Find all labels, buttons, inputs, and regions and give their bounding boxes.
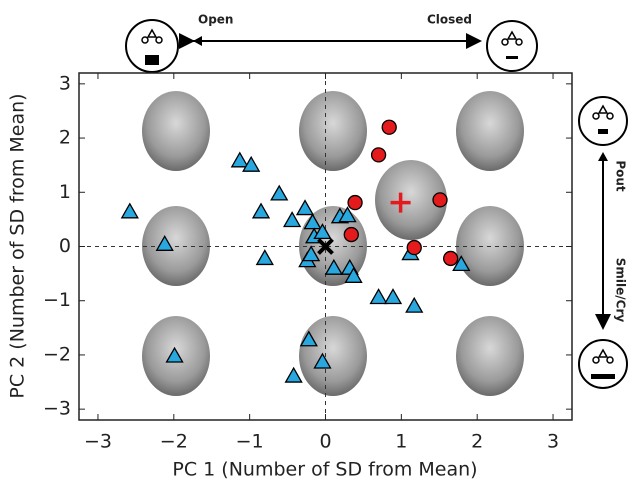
circle-point [444,251,458,265]
x-axis-label: PC 1 (Number of SD from Mean) [172,459,477,481]
triangle-point [286,368,302,382]
triangle-point [385,289,401,303]
annotation: Pout [614,160,628,192]
x-tick-label: 1 [395,431,407,453]
y-tick-label: 2 [59,127,71,149]
circle-point [344,228,358,242]
x-tick-label: −1 [236,431,264,453]
triangle-point [406,298,422,312]
circle-point [348,196,362,210]
triangle-point [122,204,138,218]
circle-point [433,193,447,207]
y-tick-label: −1 [43,289,71,311]
triangle-point [253,204,269,218]
annotation: Closed [427,13,472,27]
y-axis-label: PC 2 (Number of SD from Mean) [7,93,29,398]
annotation: Smile/Cry [614,258,628,323]
x-tick-label: 0 [319,431,331,453]
face [142,91,524,396]
y-tick-label: 3 [59,72,71,94]
circle-point [372,148,386,162]
x-tick-label: −2 [160,431,188,453]
x-tick-label: 2 [471,431,483,453]
x-tick-label: 3 [547,431,559,453]
x-tick-label: −3 [84,431,112,453]
triangle-point [257,250,273,264]
triangle-point [297,201,313,215]
circle-point [407,241,421,255]
y-tick-label: −3 [43,398,71,420]
circle-point [382,120,396,134]
y-tick-label: −2 [43,343,71,365]
triangle-point [271,186,287,200]
y-tick-label: 0 [59,235,71,257]
y-tick-label: 1 [59,181,71,203]
annotation: Open [198,13,233,27]
triangle-point [232,153,248,167]
triangle-point [371,289,387,303]
chart: Open Closed Pout Smile/Cry PC 1 (Number … [0,0,631,484]
